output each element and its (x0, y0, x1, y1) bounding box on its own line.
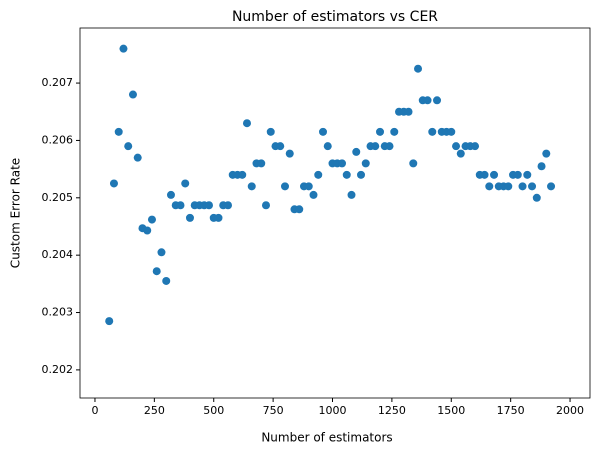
point (428, 127, 437, 136)
point (181, 179, 190, 188)
x-tick-label: 1750 (497, 404, 525, 417)
point (423, 96, 432, 105)
point (471, 142, 480, 151)
point (456, 149, 465, 158)
x-tick-label: 1500 (437, 404, 465, 417)
point (547, 182, 556, 191)
x-tick-label: 750 (263, 404, 284, 417)
x-tick-label: 1000 (319, 404, 347, 417)
point (124, 142, 133, 151)
chart-title: Number of estimators vs CER (232, 9, 438, 25)
y-tick-label: 0.202 (42, 363, 74, 376)
point (485, 182, 494, 191)
point (347, 190, 356, 199)
point (542, 149, 551, 158)
point (214, 213, 223, 222)
point (133, 153, 142, 162)
point (147, 215, 156, 224)
y-tick-label: 0.205 (42, 191, 74, 204)
y-tick-label: 0.207 (42, 76, 74, 89)
x-axis-label: Number of estimators (261, 431, 392, 445)
point (280, 182, 289, 191)
point (119, 44, 128, 53)
point (204, 201, 213, 210)
point (185, 213, 194, 222)
point (304, 182, 313, 191)
point (247, 182, 256, 191)
point (537, 162, 546, 171)
point (242, 119, 251, 128)
point (285, 149, 294, 158)
point (143, 226, 152, 235)
point (385, 142, 394, 151)
point (166, 190, 175, 199)
point (371, 142, 380, 151)
point (295, 205, 304, 214)
point (409, 159, 418, 168)
point (114, 127, 123, 136)
point (319, 127, 328, 136)
x-tick-label: 500 (203, 404, 224, 417)
point (309, 190, 318, 199)
point (447, 127, 456, 136)
point (128, 90, 137, 99)
point (390, 127, 399, 136)
point (162, 276, 171, 285)
plot-frame (79, 27, 591, 399)
x-tick-label: 250 (144, 404, 165, 417)
point (518, 182, 527, 191)
point (105, 317, 114, 326)
point (490, 170, 499, 179)
point (532, 193, 541, 202)
point (261, 201, 270, 210)
point (414, 64, 423, 73)
point (342, 170, 351, 179)
point (266, 127, 275, 136)
point (523, 170, 532, 179)
point (176, 201, 185, 210)
point (376, 127, 385, 136)
point (504, 182, 513, 191)
point (528, 182, 537, 191)
point (323, 142, 332, 151)
point (152, 267, 161, 276)
point (433, 96, 442, 105)
x-tick-label: 2000 (556, 404, 584, 417)
y-tick-label: 0.204 (42, 248, 74, 261)
point (480, 170, 489, 179)
point (361, 159, 370, 168)
y-tick-label: 0.206 (42, 133, 74, 146)
point (404, 107, 413, 116)
point (352, 147, 361, 156)
point (314, 170, 323, 179)
point (338, 159, 347, 168)
point (452, 142, 461, 151)
y-axis-label: Custom Error Rate (9, 158, 23, 268)
point (513, 170, 522, 179)
point (223, 201, 232, 210)
x-tick-label: 1250 (378, 404, 406, 417)
y-tick-label: 0.203 (42, 306, 74, 319)
point (257, 159, 266, 168)
point (276, 142, 285, 151)
point (357, 170, 366, 179)
point (109, 179, 118, 188)
x-tick-label: 0 (91, 404, 98, 417)
point (238, 170, 247, 179)
point (157, 248, 166, 257)
